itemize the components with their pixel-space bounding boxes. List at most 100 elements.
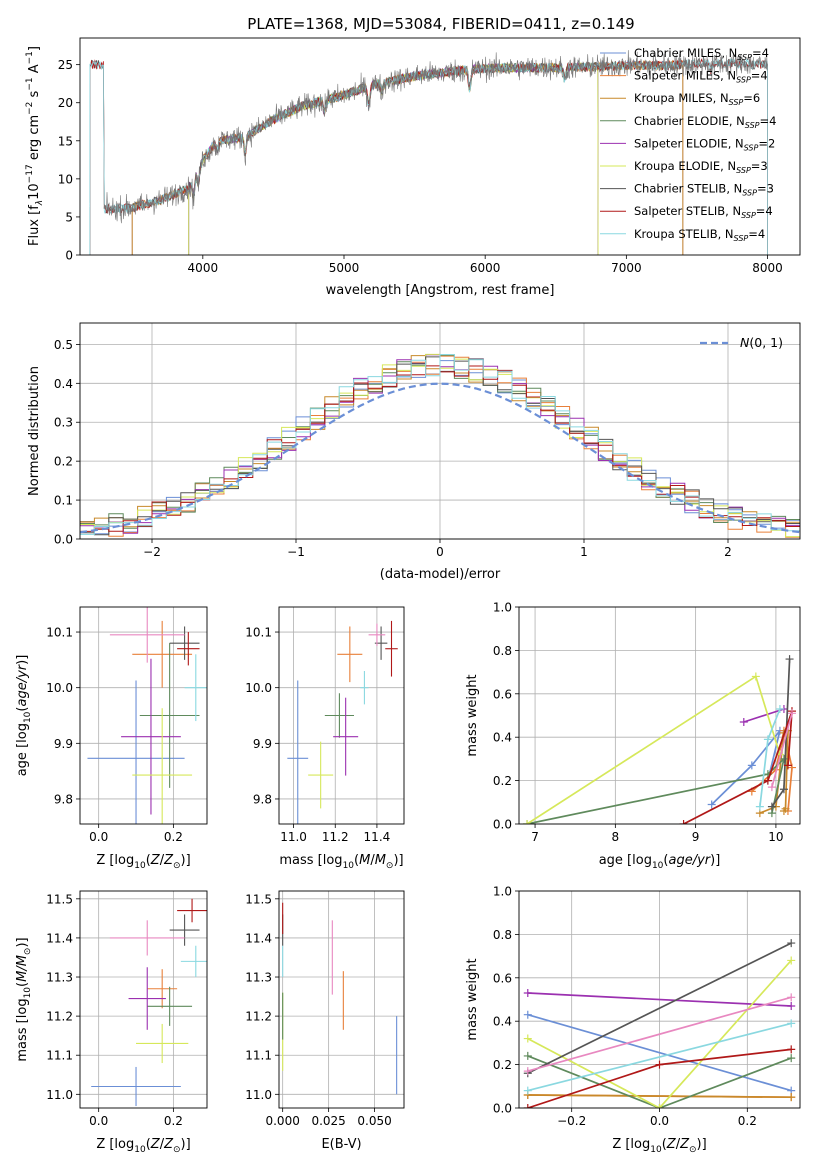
weight-vs-z-xlabel: Z [log10(Z/Z⊙)] [612, 1137, 706, 1155]
weight-vs-age-marker [751, 672, 760, 681]
weight-vs-z-marker [655, 1060, 664, 1069]
spectrum-ytick-label: 15 [58, 134, 73, 148]
weight-vs-z-marker [787, 1045, 796, 1054]
weight-vs-age-xlabel: age [log10(age/yr)] [599, 853, 721, 871]
mass-vs-ebv-xlabel: E(B-V) [321, 1137, 361, 1152]
weight-vs-z-marker [787, 956, 796, 965]
residuals-ytick-label: 0.2 [54, 455, 73, 469]
weight-vs-z-marker [787, 1054, 796, 1063]
weight-vs-z-ylabel: mass weight [465, 958, 480, 1040]
mass-vs-ebv-ytick-label: 11.0 [245, 1088, 272, 1102]
mass-vs-z-ytick-label: 11.4 [46, 931, 73, 945]
mass-vs-z-ytick-label: 11.1 [46, 1049, 73, 1063]
weight-vs-age-series [771, 713, 793, 788]
weight-vs-age-marker [707, 800, 716, 809]
age-vs-z-point [184, 654, 207, 722]
residuals-xtick-label: 2 [724, 545, 732, 559]
age-vs-mass-points [287, 620, 398, 824]
weight-vs-age-xtick-label: 9 [692, 830, 700, 844]
age-vs-z-point [177, 632, 200, 666]
mass-vs-z-ytick-label: 11.5 [46, 892, 73, 906]
legend-entry-2: Kroupa MILES, NSSP=6 [634, 91, 760, 107]
weight-vs-age-series [526, 675, 781, 824]
weight-vs-z-marker [523, 1010, 532, 1019]
mass-vs-z-point [128, 967, 166, 1030]
weight-vs-age-series [683, 710, 793, 824]
weight-vs-z-series [527, 942, 792, 1075]
weight-vs-age-marker [787, 709, 796, 718]
age-vs-z-point [132, 620, 193, 688]
weight-vs-age-marker [767, 802, 776, 811]
weight-vs-age-marker [739, 718, 748, 727]
weight-vs-z-marker [787, 1093, 796, 1102]
age-vs-z-frame [79, 606, 208, 825]
residuals-ytick-label: 0.0 [54, 533, 73, 547]
mass-vs-z-xlabel: Z [log10(Z/Z⊙)] [96, 1137, 190, 1155]
spectrum-ytick-label: 10 [58, 172, 73, 186]
spectrum-xtick-label: 6000 [470, 261, 501, 275]
spectrum-model-salpeter-stelib [89, 58, 768, 255]
weight-vs-z-marker [523, 1034, 532, 1043]
weight-vs-age-marker [755, 802, 764, 811]
mass-vs-z-point [109, 920, 185, 956]
age-vs-z-ytick-label: 9.9 [54, 737, 73, 751]
spectrum-xtick-label: 7000 [611, 261, 642, 275]
age-vs-mass-point [324, 693, 354, 738]
weight-vs-age-ytick-label: 0.4 [493, 731, 512, 745]
weight-vs-age-frame [518, 606, 801, 825]
weight-vs-z-marker [523, 1051, 532, 1060]
spectrum-ytick-label: 5 [65, 210, 73, 224]
age-vs-mass-point [308, 741, 334, 809]
mass-vs-ebv-frame [278, 890, 405, 1109]
weight-vs-age-lines [523, 655, 796, 824]
legend-entry-4: Salpeter ELODIE, NSSP=2 [634, 136, 775, 152]
mass-vs-z-frame [79, 890, 208, 1109]
age-vs-mass-point [385, 620, 398, 677]
age-vs-z-ylabel: age [log10(age/yr)] [15, 655, 33, 777]
spectrum-model-chabrier-stelib [89, 58, 768, 255]
weight-vs-z-ytick-label: 0.0 [493, 1102, 512, 1116]
weight-vs-z-marker [787, 1002, 796, 1011]
legend-entry-1: Salpeter MILES, NSSP=4 [634, 69, 768, 85]
weight-vs-age-marker [783, 761, 792, 770]
age-vs-mass-ytick-label: 9.9 [253, 737, 272, 751]
weight-vs-age-marker [785, 655, 794, 664]
residuals-xtick-label: −1 [287, 545, 305, 559]
age-vs-mass-point [360, 670, 369, 705]
spectrum-model-salpeter-miles [131, 59, 684, 255]
age-vs-z-point [109, 607, 185, 663]
age-vs-z-xlabel: Z [log10(Z/Z⊙)] [96, 853, 190, 871]
residual-hists [80, 353, 800, 538]
chart-layer: 4000 5000 6000 7000 80000510152025wavelength… [15, 37, 801, 1155]
weight-vs-z-marker [787, 939, 796, 948]
mass-vs-ebv-ytick-label: 11.1 [245, 1049, 272, 1063]
spectrum-ytick-label: 20 [58, 96, 73, 110]
legend-entry-0: Chabrier MILES, NSSP=4 [634, 46, 769, 62]
mass-vs-z-point [147, 986, 193, 1026]
spectrum-model-chabrier-elodie [188, 62, 599, 255]
age-vs-z-point [132, 708, 193, 824]
weight-vs-age-xtick-label: 8 [612, 830, 620, 844]
residuals-ylabel: Normed distribution [27, 366, 42, 496]
weight-vs-age-marker [775, 704, 784, 713]
mass-vs-z-point [147, 969, 178, 1009]
mass-vs-z-xtick-label: 0.2 [164, 1114, 183, 1128]
age-vs-z-point [87, 680, 185, 824]
mass-vs-z-point [180, 945, 207, 978]
weight-vs-z-marker [523, 1086, 532, 1095]
age-vs-mass-xtick-label: 11.2 [322, 830, 349, 844]
weight-vs-z-ytick-label: 1.0 [493, 885, 512, 899]
weight-vs-z-series [527, 1013, 792, 1092]
figure-title: PLATE=1368, MJD=53084, FIBERID=0411, z=0… [247, 15, 634, 33]
spectrum-xtick-label: 4000 [188, 261, 219, 275]
mass-vs-z-ylabel: mass [log10(M/M⊙)] [15, 937, 33, 1061]
mass-vs-ebv-ytick-label: 11.3 [245, 971, 272, 985]
weight-vs-z-ytick-label: 0.8 [493, 928, 512, 942]
legend-entry-7: Salpeter STELIB, NSSP=4 [634, 204, 773, 220]
age-vs-z-ytick-label: 10.1 [46, 626, 73, 640]
legend-entry-8: Kroupa STELIB, NSSP=4 [634, 227, 765, 243]
weight-vs-age-ylabel: mass weight [465, 674, 480, 756]
spectrum-model-chabrier-miles [131, 59, 684, 255]
spectrum-xlabel: wavelength [Angstrom, rest frame] [326, 283, 555, 298]
age-vs-z-point [169, 626, 200, 660]
